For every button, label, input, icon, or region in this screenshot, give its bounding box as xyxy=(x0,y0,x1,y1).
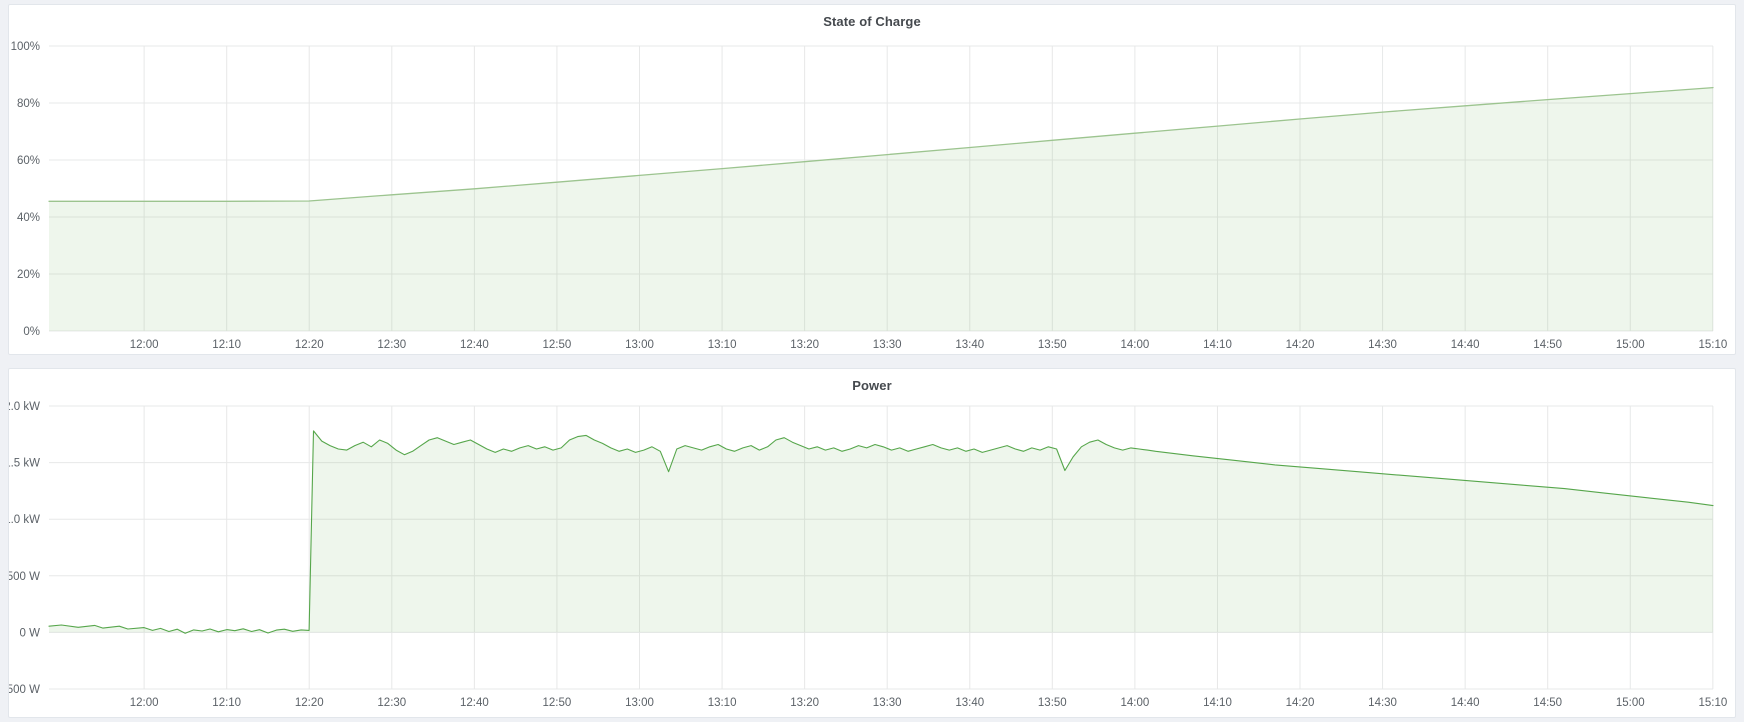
svg-text:12:20: 12:20 xyxy=(295,339,324,351)
svg-text:1.0 kW: 1.0 kW xyxy=(9,514,40,526)
svg-text:14:30: 14:30 xyxy=(1368,339,1397,351)
svg-text:13:20: 13:20 xyxy=(790,697,819,709)
state-of-charge-chart-canvas[interactable]: 0% 20% 40% 60% 80% 100% 12:00 12:10 12:20 12:30 12… xyxy=(9,5,1735,354)
svg-text:14:10: 14:10 xyxy=(1203,339,1232,351)
svg-text:100%: 100% xyxy=(11,41,40,53)
svg-text:12:00: 12:00 xyxy=(130,697,159,709)
svg-text:14:00: 14:00 xyxy=(1120,697,1149,709)
svg-text:12:40: 12:40 xyxy=(460,339,489,351)
svg-text:13:10: 13:10 xyxy=(708,697,737,709)
svg-text:14:10: 14:10 xyxy=(1203,697,1232,709)
svg-text:14:50: 14:50 xyxy=(1533,697,1562,709)
svg-text:13:40: 13:40 xyxy=(955,697,984,709)
svg-text:15:10: 15:10 xyxy=(1698,339,1727,351)
svg-text:0%: 0% xyxy=(23,326,40,338)
svg-text:14:40: 14:40 xyxy=(1451,339,1480,351)
svg-text:20%: 20% xyxy=(17,269,40,281)
svg-text:12:30: 12:30 xyxy=(377,697,406,709)
svg-text:14:40: 14:40 xyxy=(1451,697,1480,709)
power-chart-canvas[interactable]: -500 W 0 W 500 W 1.0 kW 1.5 kW 2.0 kW 12:00 12:… xyxy=(9,369,1735,717)
svg-text:14:30: 14:30 xyxy=(1368,697,1397,709)
svg-text:13:50: 13:50 xyxy=(1038,697,1067,709)
svg-text:14:50: 14:50 xyxy=(1533,339,1562,351)
svg-text:13:30: 13:30 xyxy=(873,339,902,351)
power-panel-title[interactable]: Power xyxy=(852,378,892,393)
svg-text:15:10: 15:10 xyxy=(1698,697,1727,709)
svg-text:12:10: 12:10 xyxy=(212,697,241,709)
svg-text:2.0 kW: 2.0 kW xyxy=(9,401,40,413)
svg-text:12:10: 12:10 xyxy=(212,339,241,351)
state-of-charge-panel-title[interactable]: State of Charge xyxy=(823,14,921,29)
svg-text:15:00: 15:00 xyxy=(1616,697,1645,709)
svg-text:12:00: 12:00 xyxy=(130,339,159,351)
state-of-charge-panel: State of Charge 0% 20% 40% 60% 80% 100% 12:00 1… xyxy=(8,4,1736,355)
svg-text:12:30: 12:30 xyxy=(377,339,406,351)
svg-text:12:50: 12:50 xyxy=(543,697,572,709)
svg-text:12:20: 12:20 xyxy=(295,697,324,709)
svg-text:13:30: 13:30 xyxy=(873,697,902,709)
svg-text:12:40: 12:40 xyxy=(460,697,489,709)
svg-text:500 W: 500 W xyxy=(9,571,40,583)
svg-text:13:00: 13:00 xyxy=(625,339,654,351)
svg-text:14:20: 14:20 xyxy=(1286,339,1315,351)
power-panel: Power -500 W 0 W 500 W 1.0 kW 1.5 kW 2.0 kW 12… xyxy=(8,368,1736,718)
svg-text:13:50: 13:50 xyxy=(1038,339,1067,351)
svg-text:1.5 kW: 1.5 kW xyxy=(9,458,40,470)
svg-text:12:50: 12:50 xyxy=(543,339,572,351)
svg-text:13:00: 13:00 xyxy=(625,697,654,709)
svg-text:14:00: 14:00 xyxy=(1120,339,1149,351)
svg-text:15:00: 15:00 xyxy=(1616,339,1645,351)
svg-text:0 W: 0 W xyxy=(20,627,41,639)
svg-text:-500 W: -500 W xyxy=(9,684,40,696)
svg-text:13:40: 13:40 xyxy=(955,339,984,351)
svg-text:40%: 40% xyxy=(17,212,40,224)
svg-text:13:20: 13:20 xyxy=(790,339,819,351)
svg-text:13:10: 13:10 xyxy=(708,339,737,351)
svg-text:14:20: 14:20 xyxy=(1286,697,1315,709)
svg-text:80%: 80% xyxy=(17,98,40,110)
svg-text:60%: 60% xyxy=(17,155,40,167)
